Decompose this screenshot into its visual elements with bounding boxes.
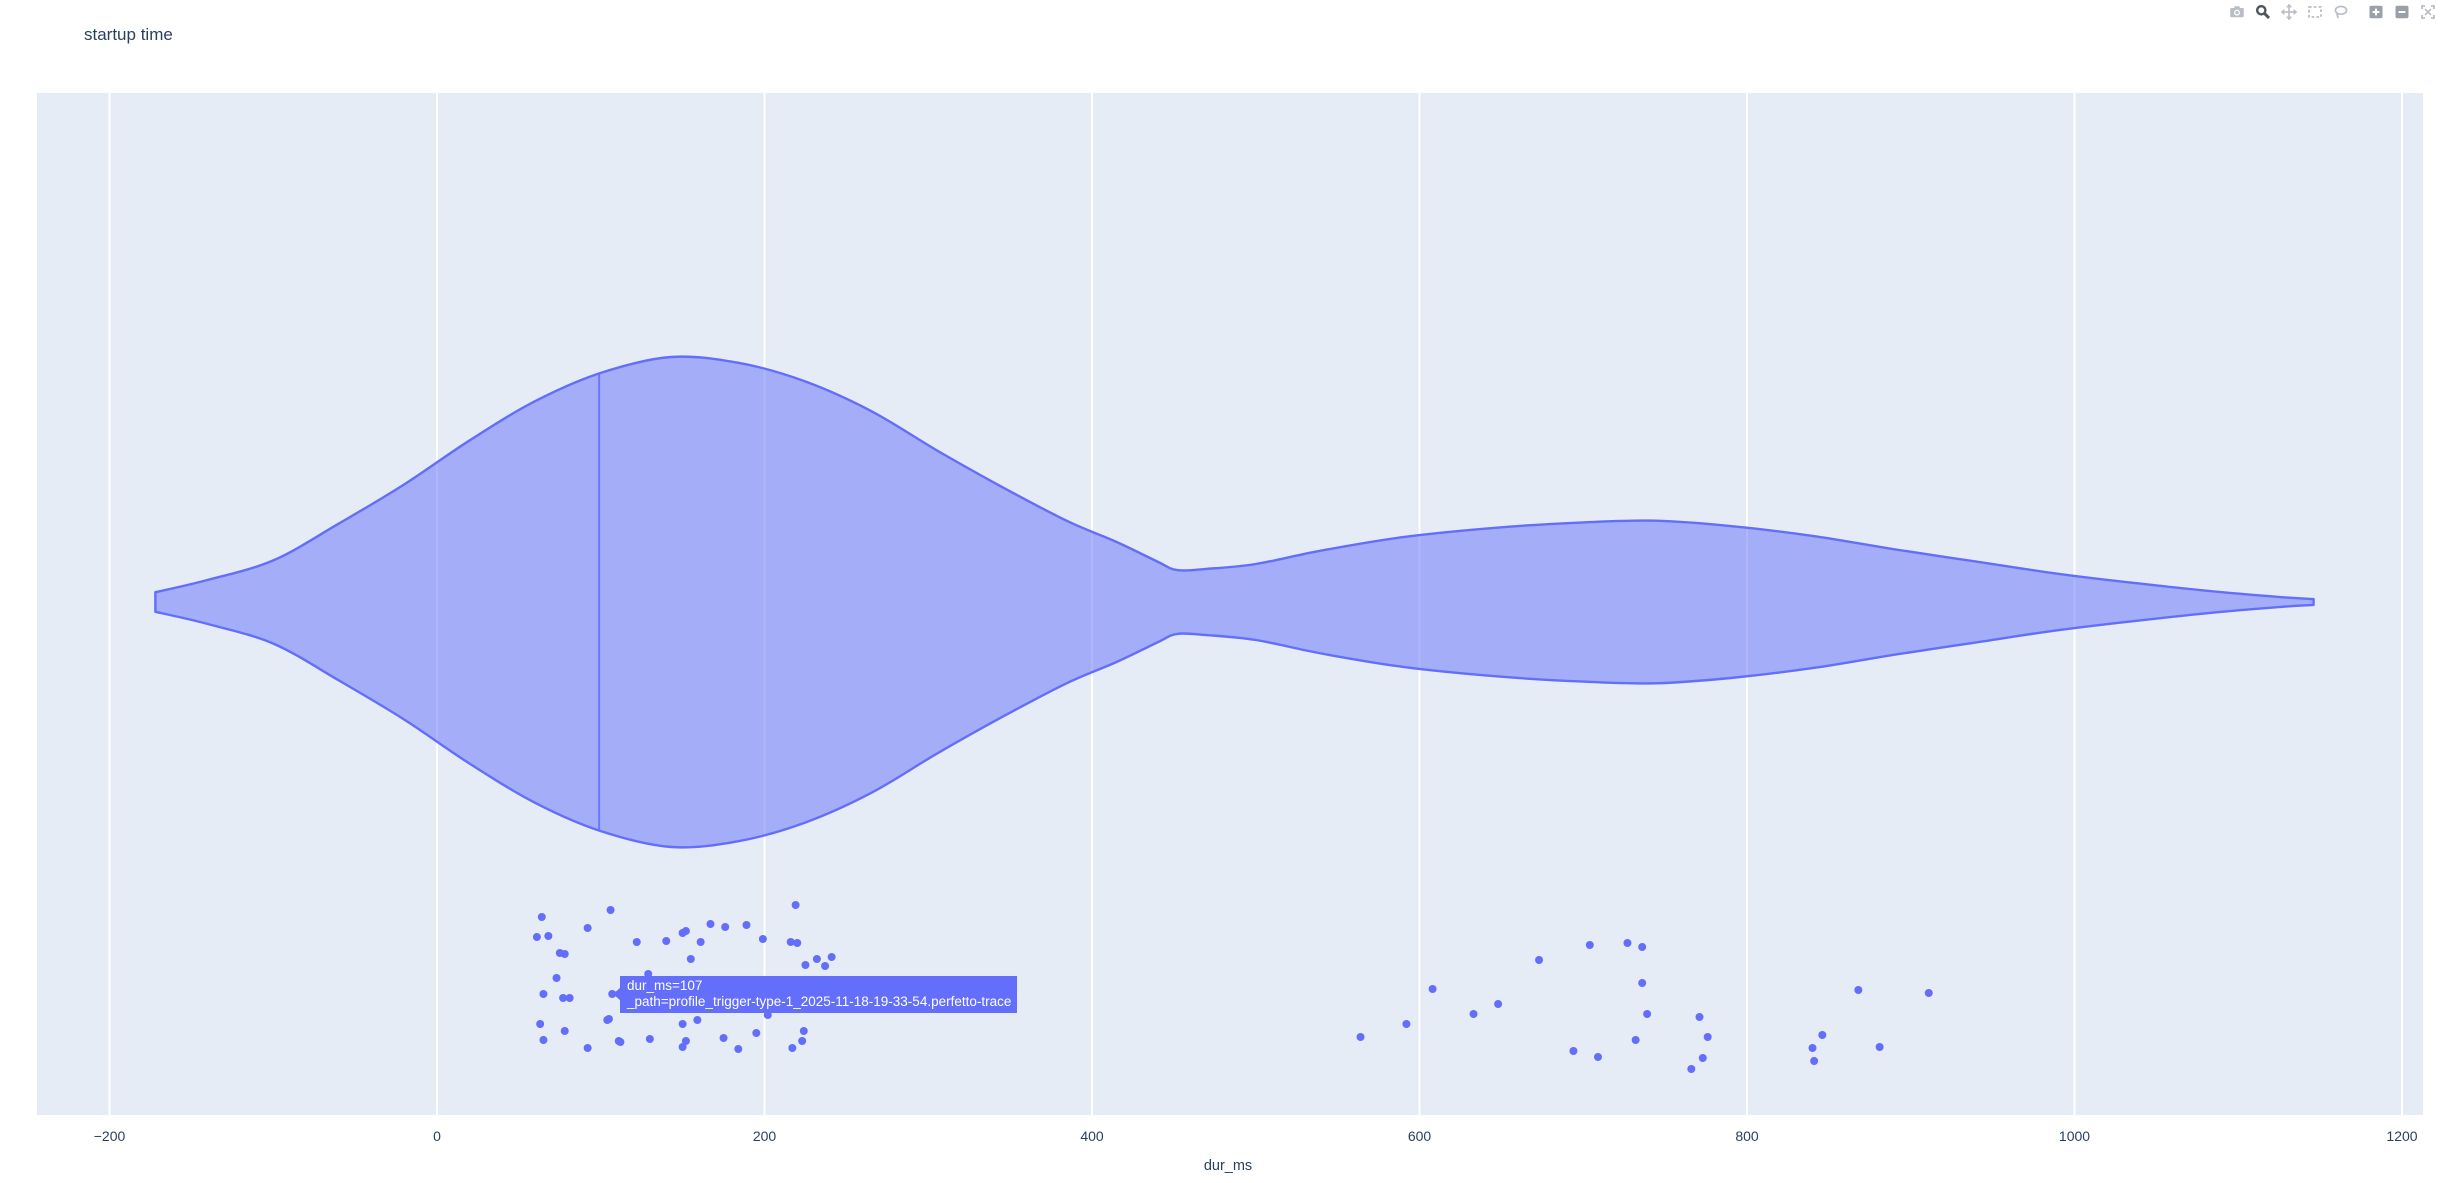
scatter-point[interactable]	[793, 939, 801, 947]
scatter-point[interactable]	[788, 1044, 796, 1052]
x-tick-label: 1000	[2059, 1128, 2090, 1144]
scatter-point[interactable]	[1569, 1047, 1577, 1055]
scatter-point[interactable]	[553, 974, 561, 982]
violin-shape[interactable]	[155, 357, 2313, 848]
scatter-point[interactable]	[697, 938, 705, 946]
x-tick-label: 800	[1735, 1128, 1758, 1144]
download-plot-as-png-button[interactable]	[2224, 2, 2250, 24]
scatter-point[interactable]	[1535, 956, 1543, 964]
zoom-in-button[interactable]	[2363, 2, 2389, 24]
scatter-point[interactable]	[1876, 1043, 1884, 1051]
x-tick-label: −200	[94, 1128, 126, 1144]
x-tick-label: 400	[1080, 1128, 1103, 1144]
scatter-point[interactable]	[821, 962, 829, 970]
scatter-point[interactable]	[1357, 1033, 1365, 1041]
pan-arrows-icon	[2280, 4, 2298, 23]
scatter-point[interactable]	[1704, 1033, 1712, 1041]
magnifier-icon	[2254, 4, 2272, 23]
scatter-point[interactable]	[679, 1020, 687, 1028]
scatter-point[interactable]	[813, 955, 821, 963]
scatter-point[interactable]	[828, 953, 836, 961]
scatter-point[interactable]	[687, 955, 695, 963]
scatter-point[interactable]	[1925, 989, 1933, 997]
scatter-point[interactable]	[752, 1029, 760, 1037]
scatter-point[interactable]	[1643, 1010, 1651, 1018]
scatter-point[interactable]	[720, 1034, 728, 1042]
scatter-point[interactable]	[633, 938, 641, 946]
x-tick-label: 600	[1408, 1128, 1431, 1144]
scatter-point[interactable]	[584, 1044, 592, 1052]
plotly-figure: startup time	[0, 0, 2445, 1183]
scatter-point[interactable]	[706, 920, 714, 928]
scatter-point[interactable]	[693, 1016, 701, 1024]
scatter-point[interactable]	[1594, 1053, 1602, 1061]
scatter-point[interactable]	[646, 1035, 654, 1043]
scatter-point[interactable]	[566, 994, 574, 1002]
scatter-point[interactable]	[561, 950, 569, 958]
scatter-point[interactable]	[1429, 985, 1437, 993]
scatter-point[interactable]	[1818, 1031, 1826, 1039]
dashed-box-icon	[2306, 4, 2324, 23]
expand-icon	[2419, 4, 2437, 23]
zoom-mode-button[interactable]	[2250, 2, 2276, 24]
tooltip-line-path: _path=profile_trigger-type-1_2025-11-18-…	[627, 994, 1011, 1010]
scatter-point[interactable]	[1696, 1013, 1704, 1021]
scatter-point[interactable]	[801, 961, 809, 969]
pan-mode-button[interactable]	[2276, 2, 2302, 24]
scatter-point[interactable]	[561, 1027, 569, 1035]
scatter-point[interactable]	[1810, 1057, 1818, 1065]
scatter-point[interactable]	[1699, 1054, 1707, 1062]
scatter-point[interactable]	[584, 924, 592, 932]
x-tick-label: 0	[433, 1128, 441, 1144]
x-axis-title: dur_ms	[1204, 1158, 1252, 1174]
zoom-out-button[interactable]	[2389, 2, 2415, 24]
lasso-select-button[interactable]	[2328, 2, 2354, 24]
plot-area[interactable]	[37, 93, 2423, 1115]
x-tick-label: 200	[753, 1128, 776, 1144]
scatter-point[interactable]	[616, 1038, 624, 1046]
modebar	[2224, 2, 2441, 24]
chart-title: startup time	[84, 25, 173, 45]
camera-icon	[2228, 4, 2246, 23]
tooltip-arrow-icon	[613, 987, 621, 1001]
tooltip-line-dur-ms: dur_ms=107	[627, 978, 1011, 994]
scatter-point[interactable]	[792, 901, 800, 909]
scatter-point[interactable]	[1586, 941, 1594, 949]
scatter-point[interactable]	[662, 937, 670, 945]
scatter-point[interactable]	[1623, 939, 1631, 947]
scatter-point[interactable]	[734, 1045, 742, 1053]
scatter-point[interactable]	[544, 932, 552, 940]
scatter-point[interactable]	[605, 1015, 613, 1023]
scatter-point[interactable]	[1632, 1036, 1640, 1044]
autoscale-button[interactable]	[2415, 2, 2441, 24]
scatter-point[interactable]	[607, 906, 615, 914]
plus-square-icon	[2367, 4, 2385, 23]
lasso-icon	[2332, 4, 2350, 23]
scatter-point[interactable]	[800, 1027, 808, 1035]
scatter-point[interactable]	[1809, 1044, 1817, 1052]
scatter-point[interactable]	[1638, 943, 1646, 951]
scatter-point[interactable]	[533, 933, 541, 941]
scatter-point[interactable]	[759, 935, 767, 943]
scatter-point[interactable]	[721, 923, 729, 931]
minus-square-icon	[2393, 4, 2411, 23]
violin-plot-canvas	[37, 93, 2423, 1115]
scatter-point[interactable]	[682, 927, 690, 935]
scatter-point[interactable]	[1470, 1010, 1478, 1018]
scatter-point[interactable]	[1494, 1000, 1502, 1008]
scatter-point[interactable]	[1687, 1065, 1695, 1073]
scatter-point[interactable]	[536, 1020, 544, 1028]
x-tick-label: 1200	[2386, 1128, 2417, 1144]
scatter-point[interactable]	[742, 921, 750, 929]
hover-tooltip: dur_ms=107 _path=profile_trigger-type-1_…	[620, 976, 1017, 1013]
scatter-point[interactable]	[539, 990, 547, 998]
scatter-point[interactable]	[798, 1037, 806, 1045]
scatter-point[interactable]	[538, 913, 546, 921]
box-select-button[interactable]	[2302, 2, 2328, 24]
scatter-point[interactable]	[539, 1036, 547, 1044]
scatter-point[interactable]	[1638, 979, 1646, 987]
scatter-point[interactable]	[1402, 1020, 1410, 1028]
scatter-point[interactable]	[1854, 986, 1862, 994]
scatter-point[interactable]	[682, 1037, 690, 1045]
